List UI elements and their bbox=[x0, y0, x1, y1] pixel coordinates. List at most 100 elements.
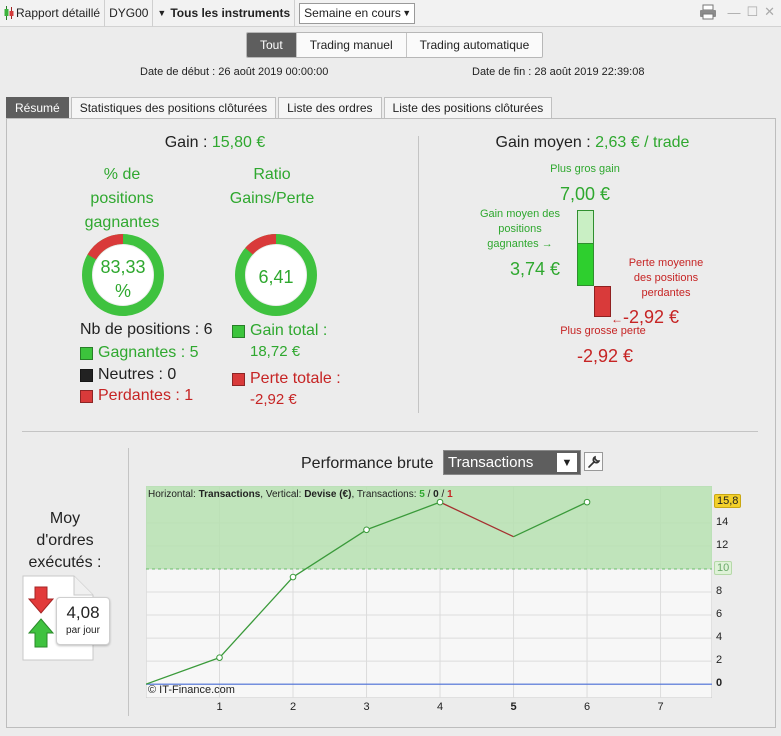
top-toolbar: Rapport détaillé DYG00 ▼ Tous les instru… bbox=[0, 0, 781, 27]
gain-total-label-row: Gain total : bbox=[232, 322, 327, 340]
x-tick-label: 7 bbox=[657, 701, 664, 713]
y-tick-label: 4 bbox=[716, 631, 723, 644]
avg-win-label-line: positions bbox=[498, 223, 542, 235]
instruments-selector[interactable]: ▼ Tous les instruments bbox=[153, 0, 296, 27]
chart-caption: Horizontal: Transactions, Vertical: Devi… bbox=[148, 489, 453, 500]
avg-loss-label: Perte moyenne des positions perdantes bbox=[620, 256, 712, 301]
tab-closed-stats[interactable]: Statistiques des positions clôturées bbox=[70, 97, 277, 119]
loss-total-label: Perte totale : bbox=[250, 370, 341, 387]
donut-loss-arc bbox=[87, 234, 124, 260]
filter-auto[interactable]: Trading automatique bbox=[405, 33, 543, 57]
account-selector[interactable]: DYG00 bbox=[105, 0, 154, 27]
arrow-up-icon bbox=[27, 618, 55, 648]
avg-loss-label-line: perdantes bbox=[641, 287, 691, 299]
report-menu[interactable]: Rapport détaillé bbox=[0, 0, 106, 27]
chevron-down-icon: ▼ bbox=[402, 8, 412, 18]
orders-title-line: exécutés : bbox=[28, 554, 102, 571]
maximize-icon[interactable]: ☐ bbox=[746, 4, 759, 19]
avg-win-label-line: gagnantes → bbox=[487, 238, 553, 250]
gain-label: Gain : bbox=[164, 134, 212, 151]
win-pct-value: 83,33 % bbox=[81, 255, 165, 303]
avg-win-label: Gain moyen des positions gagnantes → bbox=[470, 207, 570, 252]
trading-filter: Tout Trading manuel Trading automatique bbox=[246, 32, 544, 58]
data-point bbox=[583, 498, 591, 506]
copyright: © IT-Finance.com bbox=[148, 684, 235, 696]
ratio-title: Ratio Gains/Perte bbox=[226, 163, 318, 211]
tab-summary[interactable]: Résumé bbox=[6, 97, 69, 119]
filter-all[interactable]: Tout bbox=[247, 33, 296, 57]
donut-loss-arc bbox=[245, 234, 277, 255]
printer-icon[interactable] bbox=[699, 4, 717, 20]
win-pct-number: 83,33 bbox=[100, 257, 146, 277]
chart-settings-button[interactable] bbox=[584, 452, 603, 471]
caption-text: , Vertical: bbox=[260, 489, 305, 500]
losers-label: Perdantes : 1 bbox=[98, 387, 194, 404]
ratio-title-line: Gains/Perte bbox=[229, 190, 315, 207]
biggest-gain-label: Plus gros gain bbox=[550, 163, 620, 175]
orders-title-line: Moy bbox=[49, 510, 81, 527]
chevron-down-icon: ▼ bbox=[557, 453, 577, 472]
biggest-loss-label: Plus grosse perte bbox=[560, 325, 646, 337]
series-segment bbox=[366, 501, 441, 531]
legend-losers: Perdantes : 1 bbox=[80, 387, 193, 405]
win-pct-title-line: positions bbox=[90, 190, 154, 207]
orders-title-line: d'ordres bbox=[36, 532, 94, 549]
avg-loss-value: -2,92 € bbox=[623, 307, 680, 327]
performance-mode-dropdown[interactable]: Transactions ▼ bbox=[443, 450, 581, 475]
caption-vertical: Devise (€) bbox=[304, 489, 352, 500]
data-point bbox=[436, 498, 444, 506]
caption-text: , Transactions: bbox=[351, 489, 420, 500]
avg-loss-label-line: des positions bbox=[633, 272, 699, 284]
avg-loss-bar bbox=[594, 286, 611, 317]
orders-value: 4,08 bbox=[66, 603, 100, 622]
caption-tx-loss: 1 bbox=[447, 489, 453, 500]
close-icon[interactable]: ✕ bbox=[764, 4, 775, 19]
candlestick-icon bbox=[4, 6, 14, 20]
y-max-badge: 15,8 bbox=[714, 494, 742, 509]
wrench-icon bbox=[587, 455, 600, 468]
caption-tx-win: 5 bbox=[419, 489, 425, 500]
caption-text: / bbox=[424, 489, 434, 500]
black-square-icon bbox=[80, 368, 93, 382]
biggest-loss-value: -2,92 € bbox=[576, 346, 634, 366]
win-pct-title-line: % de bbox=[103, 166, 141, 183]
tab-orders[interactable]: Liste des ordres bbox=[278, 97, 382, 119]
ratio-donut bbox=[235, 234, 317, 316]
loss-total-label-row: Perte totale : bbox=[232, 370, 341, 388]
win-pct-title: % de positions gagnantes bbox=[70, 163, 174, 235]
instruments-label: Tous les instruments bbox=[170, 6, 291, 20]
biggest-gain-value: 7,00 € bbox=[559, 184, 611, 204]
tab-closed-positions[interactable]: Liste des positions clôturées bbox=[383, 97, 553, 119]
gain-heading: Gain : 15,80 € bbox=[120, 134, 310, 152]
filter-manual[interactable]: Trading manuel bbox=[295, 33, 406, 57]
y-tick-label: 0 bbox=[716, 677, 723, 690]
series-segment bbox=[146, 657, 220, 685]
avg-gain-label: Gain moyen : bbox=[495, 134, 596, 151]
avg-win-value: 3,74 € bbox=[509, 259, 561, 279]
minimize-icon[interactable]: — bbox=[727, 4, 741, 20]
series-segment bbox=[292, 529, 367, 578]
x-tick-label: 3 bbox=[363, 701, 370, 713]
legend-winners: Gagnantes : 5 bbox=[80, 344, 199, 362]
y-tick-label: 14 bbox=[716, 515, 729, 528]
account-label: DYG00 bbox=[109, 6, 149, 20]
orders-title: Moy d'ordres exécutés : bbox=[10, 508, 120, 574]
loss-total-value: -2,92 € bbox=[250, 391, 297, 408]
avg-loss-label-line: Perte moyenne bbox=[628, 257, 704, 269]
gain-total-label: Gain total : bbox=[250, 322, 328, 339]
green-square-icon bbox=[232, 324, 245, 338]
y-threshold-badge: 10 bbox=[714, 560, 733, 575]
y-tick-label: 12 bbox=[716, 538, 729, 551]
red-square-icon bbox=[232, 372, 245, 386]
chart-divider bbox=[128, 448, 129, 716]
caption-text: / bbox=[438, 489, 448, 500]
orders-value-card: 4,08 par jour bbox=[56, 597, 110, 645]
caret-down-icon: ▼ bbox=[157, 8, 167, 18]
horizontal-divider bbox=[22, 431, 758, 432]
period-dropdown[interactable]: Semaine en cours ▼ bbox=[299, 2, 416, 24]
report-tabs: Résumé Statistiques des positions clôtur… bbox=[6, 97, 554, 119]
y-tick-label: 8 bbox=[716, 585, 723, 597]
avg-gain-bar bbox=[577, 243, 594, 286]
x-tick-label: 4 bbox=[436, 701, 444, 713]
win-pct-title-line: gagnantes bbox=[84, 214, 160, 231]
